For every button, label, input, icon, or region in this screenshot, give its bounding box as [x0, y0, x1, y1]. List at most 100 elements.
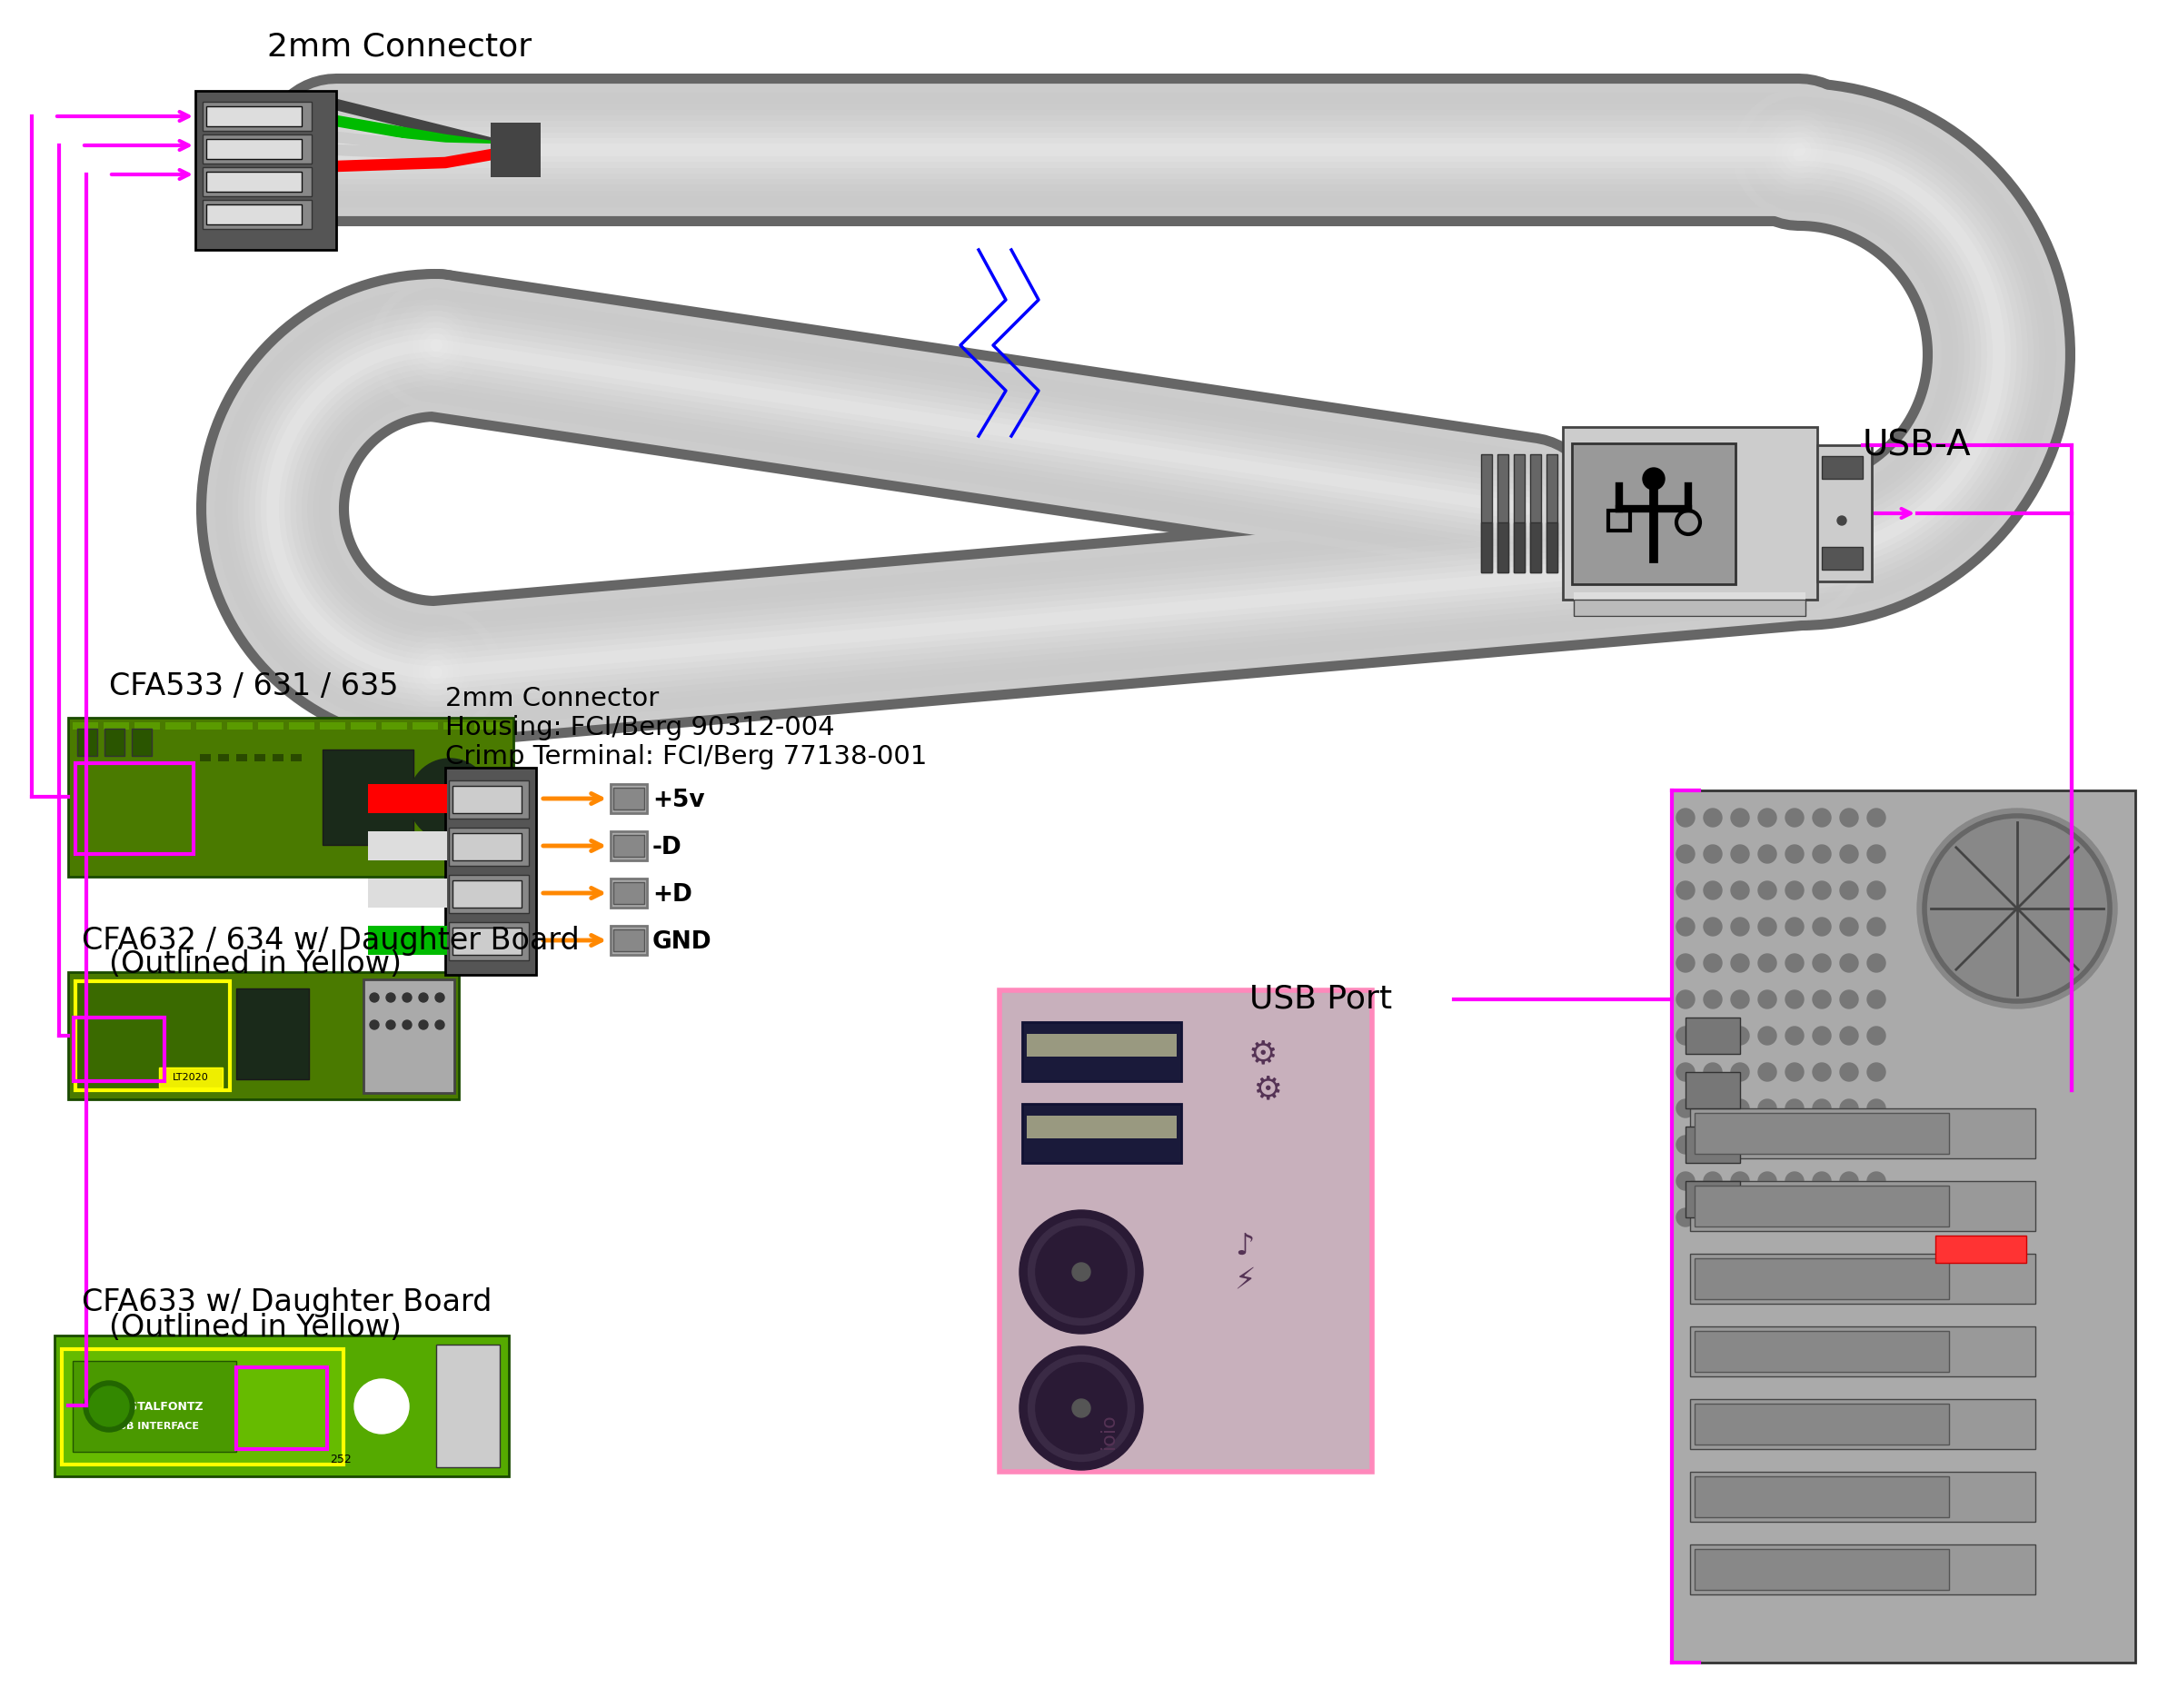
- Circle shape: [353, 1378, 410, 1433]
- Circle shape: [436, 1020, 444, 1030]
- Bar: [54, 1336, 509, 1476]
- Bar: [206, 106, 301, 126]
- Circle shape: [1704, 1062, 1721, 1081]
- Bar: [1531, 454, 1541, 572]
- Circle shape: [1730, 917, 1750, 936]
- Text: (Outlined in Yellow): (Outlined in Yellow): [108, 950, 401, 979]
- Bar: [254, 753, 264, 762]
- Circle shape: [1704, 881, 1721, 900]
- Circle shape: [1812, 917, 1832, 936]
- Bar: [999, 991, 1372, 1472]
- Bar: [258, 722, 284, 729]
- Bar: [76, 980, 230, 1090]
- Bar: [1481, 523, 1492, 572]
- Circle shape: [403, 992, 412, 1003]
- Circle shape: [1812, 845, 1832, 863]
- Circle shape: [1643, 468, 1665, 490]
- Bar: [219, 753, 230, 762]
- Circle shape: [1867, 845, 1886, 863]
- Circle shape: [1841, 845, 1858, 863]
- Bar: [61, 1349, 343, 1464]
- Circle shape: [1786, 1136, 1804, 1155]
- Circle shape: [1758, 1100, 1776, 1117]
- Bar: [351, 722, 377, 729]
- Bar: [1481, 454, 1492, 572]
- Circle shape: [1841, 1027, 1858, 1045]
- Bar: [369, 784, 447, 813]
- Circle shape: [1841, 917, 1858, 936]
- Circle shape: [1917, 808, 2118, 1008]
- Bar: [449, 874, 529, 914]
- Bar: [1498, 454, 1509, 572]
- Circle shape: [1786, 1208, 1804, 1226]
- Circle shape: [1841, 808, 1858, 827]
- Bar: [369, 926, 447, 955]
- Bar: [1695, 1476, 1949, 1517]
- Circle shape: [1758, 1027, 1776, 1045]
- Circle shape: [1730, 808, 1750, 827]
- Circle shape: [371, 1020, 379, 1030]
- Circle shape: [1841, 1062, 1858, 1081]
- Circle shape: [1073, 1262, 1091, 1281]
- Bar: [206, 173, 301, 191]
- Circle shape: [1730, 955, 1750, 972]
- Bar: [323, 750, 414, 845]
- Bar: [1574, 600, 1806, 617]
- Bar: [1023, 1103, 1182, 1163]
- Text: USB Port: USB Port: [1249, 984, 1392, 1015]
- Bar: [436, 1344, 501, 1467]
- Circle shape: [1704, 1100, 1721, 1117]
- Bar: [1672, 791, 2135, 1662]
- Bar: [1821, 456, 1862, 478]
- Bar: [490, 123, 540, 178]
- Bar: [291, 753, 301, 762]
- Bar: [364, 979, 455, 1093]
- Circle shape: [1758, 955, 1776, 972]
- Bar: [444, 767, 535, 975]
- Bar: [1531, 523, 1541, 572]
- Circle shape: [1867, 1172, 1886, 1190]
- Text: +D: +D: [653, 883, 692, 907]
- Bar: [206, 138, 301, 159]
- Circle shape: [1676, 1027, 1695, 1045]
- Bar: [369, 832, 447, 861]
- Circle shape: [1730, 991, 1750, 1008]
- Bar: [199, 753, 210, 762]
- Circle shape: [1812, 955, 1832, 972]
- Bar: [78, 729, 98, 757]
- Bar: [74, 1361, 236, 1452]
- Circle shape: [1867, 1136, 1886, 1155]
- Circle shape: [1812, 1027, 1832, 1045]
- Circle shape: [1867, 1100, 1886, 1117]
- Circle shape: [1704, 1172, 1721, 1190]
- Bar: [1685, 1073, 1741, 1108]
- Bar: [236, 989, 308, 1079]
- Circle shape: [1812, 808, 1832, 827]
- Circle shape: [418, 992, 427, 1003]
- Bar: [453, 786, 522, 813]
- Circle shape: [386, 992, 395, 1003]
- Circle shape: [1867, 917, 1886, 936]
- Text: (Outlined in Yellow): (Outlined in Yellow): [108, 1313, 401, 1342]
- Bar: [475, 722, 501, 729]
- Circle shape: [1676, 991, 1695, 1008]
- Text: ⚙
 ⚙: ⚙ ⚙: [1242, 1038, 1283, 1105]
- Bar: [197, 722, 221, 729]
- Circle shape: [1676, 955, 1695, 972]
- Bar: [165, 722, 191, 729]
- Circle shape: [1676, 845, 1695, 863]
- Circle shape: [1704, 845, 1721, 863]
- Text: Housing: FCI/Berg 90312-004: Housing: FCI/Berg 90312-004: [444, 716, 835, 741]
- Circle shape: [1812, 1136, 1832, 1155]
- Bar: [202, 200, 312, 229]
- Bar: [1695, 1331, 1949, 1372]
- Bar: [1028, 1033, 1177, 1057]
- Bar: [132, 729, 152, 757]
- Circle shape: [1786, 1172, 1804, 1190]
- Bar: [321, 722, 345, 729]
- Bar: [412, 722, 438, 729]
- Text: 2mm Connector: 2mm Connector: [444, 687, 659, 711]
- Circle shape: [1786, 1062, 1804, 1081]
- Circle shape: [1019, 1211, 1143, 1334]
- Bar: [273, 753, 284, 762]
